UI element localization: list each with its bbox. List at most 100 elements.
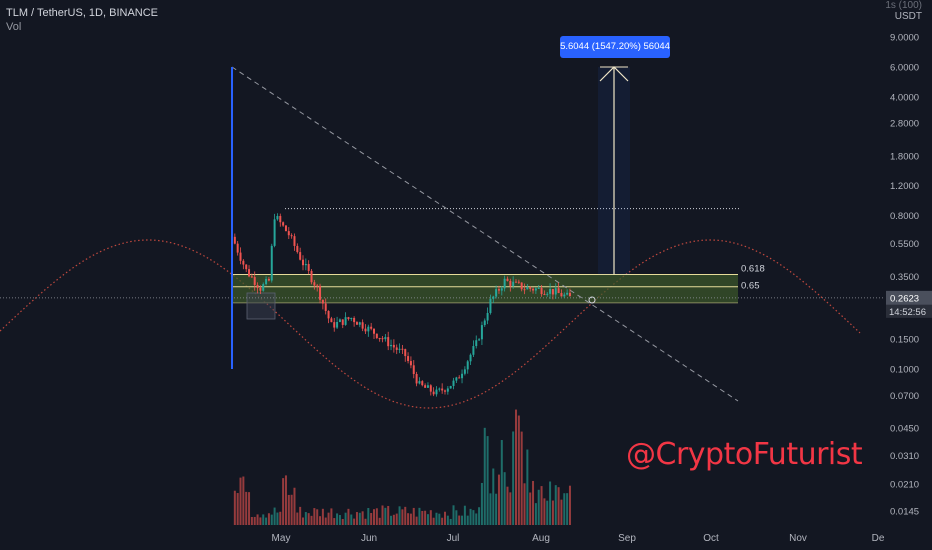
price-tick-label: 0.0210	[890, 479, 919, 490]
volume-bar	[236, 493, 239, 525]
candle-body	[341, 319, 344, 325]
volume-bar	[253, 516, 256, 525]
candle-body	[529, 287, 532, 289]
volume-bar	[495, 493, 498, 525]
candle-body	[540, 287, 543, 295]
candle-body	[549, 288, 552, 294]
candle-body	[330, 318, 333, 323]
volume-bar	[415, 516, 418, 525]
volume-bar	[563, 493, 566, 525]
candle-body	[395, 347, 398, 350]
candle-body	[512, 281, 515, 287]
candle-body	[409, 361, 412, 366]
volume-bar	[472, 510, 475, 525]
volume-bar	[233, 490, 236, 525]
volume-bar	[540, 486, 543, 525]
volume-bar	[245, 491, 248, 525]
candle-body	[378, 338, 381, 340]
volume-bar	[537, 489, 540, 525]
volume-bar	[497, 474, 500, 525]
volume-bar	[293, 487, 296, 525]
volume-bar	[560, 499, 563, 525]
candle-body	[435, 389, 438, 395]
candle-body	[324, 303, 327, 311]
time-tick-label: Aug	[532, 533, 550, 544]
volume-bar	[426, 514, 429, 525]
candle-body	[515, 281, 517, 283]
candle-body	[375, 333, 378, 339]
candle-body	[248, 269, 251, 277]
volume-bar	[438, 513, 441, 525]
price-tick-label: 2.8000	[890, 119, 919, 130]
price-tick-label: 0.0145	[890, 507, 919, 518]
candle-body	[497, 289, 500, 291]
volume-bar	[435, 512, 438, 525]
candle-body	[480, 325, 483, 340]
volume-label[interactable]: Vol	[6, 21, 22, 33]
candle-body	[463, 369, 466, 374]
time-tick-label: Oct	[703, 533, 719, 544]
volume-bar	[554, 485, 557, 525]
volume-bar	[478, 507, 481, 525]
candle-body	[355, 322, 358, 325]
candle-body	[557, 288, 560, 294]
candle-body	[469, 354, 472, 362]
price-tick-label: 0.8000	[890, 211, 919, 222]
volume-bar	[344, 512, 347, 525]
price-tick-label: 1.8000	[890, 151, 919, 162]
volume-bar	[515, 409, 517, 525]
candle-body	[336, 322, 339, 328]
volume-bar	[370, 512, 373, 525]
candle-body	[563, 294, 566, 297]
volume-bar	[321, 508, 324, 525]
candle-body	[364, 328, 367, 332]
symbol-title[interactable]: TLM / TetherUS, 1D, BINANCE	[6, 7, 159, 19]
currency-label[interactable]: 1s (100) USDT	[885, 0, 922, 22]
volume-bar	[307, 513, 310, 525]
candle-body	[273, 219, 276, 246]
volume-bar	[475, 513, 478, 525]
candle-body	[489, 298, 492, 313]
candle-body	[432, 391, 435, 395]
candle-body	[421, 381, 424, 386]
candle-body	[526, 287, 529, 290]
candle-body	[361, 322, 364, 329]
price-badges: 0.2623 14:52:56	[886, 290, 932, 318]
candle-body	[327, 310, 330, 319]
candle-body	[319, 285, 322, 300]
candle-body	[466, 361, 469, 370]
volume-bar	[381, 505, 384, 525]
price-tick-label: 0.0310	[890, 451, 919, 462]
volume-bar	[282, 478, 285, 525]
watermark-text: @CryptoFuturist	[626, 437, 863, 472]
candle-body	[455, 377, 458, 381]
candle-body	[270, 245, 273, 281]
volume-bar	[551, 500, 554, 525]
candle-body	[500, 288, 503, 291]
candle-body	[404, 349, 407, 357]
volume-bar	[421, 510, 424, 525]
volume-bar	[327, 512, 330, 525]
price-axis[interactable]: 9.0000 6.0000 4.0000 2.8000 1.8000 1.2000 0.80…	[890, 33, 919, 518]
candle-body	[560, 293, 563, 297]
candle-body	[299, 252, 302, 260]
candle-body	[367, 326, 370, 332]
candle-body	[239, 252, 242, 261]
time-axis[interactable]: May Jun Jul Aug Sep Oct Nov De	[272, 533, 885, 544]
candle-body	[256, 284, 259, 288]
volume-bar	[429, 510, 432, 525]
volume-bar	[520, 431, 523, 525]
cycle-curve	[0, 239, 861, 409]
volume-bar	[549, 481, 552, 525]
price-tick-label: 0.3500	[890, 272, 919, 283]
candle-body	[520, 282, 523, 290]
volume-bar	[446, 515, 449, 525]
candle-body	[296, 245, 299, 253]
fib-zone-fill	[232, 274, 738, 303]
candle-body	[287, 231, 290, 236]
candles	[233, 213, 571, 397]
volume-bars	[233, 409, 571, 525]
candle-body	[509, 280, 512, 287]
price-tick-label: 1.2000	[890, 181, 919, 192]
